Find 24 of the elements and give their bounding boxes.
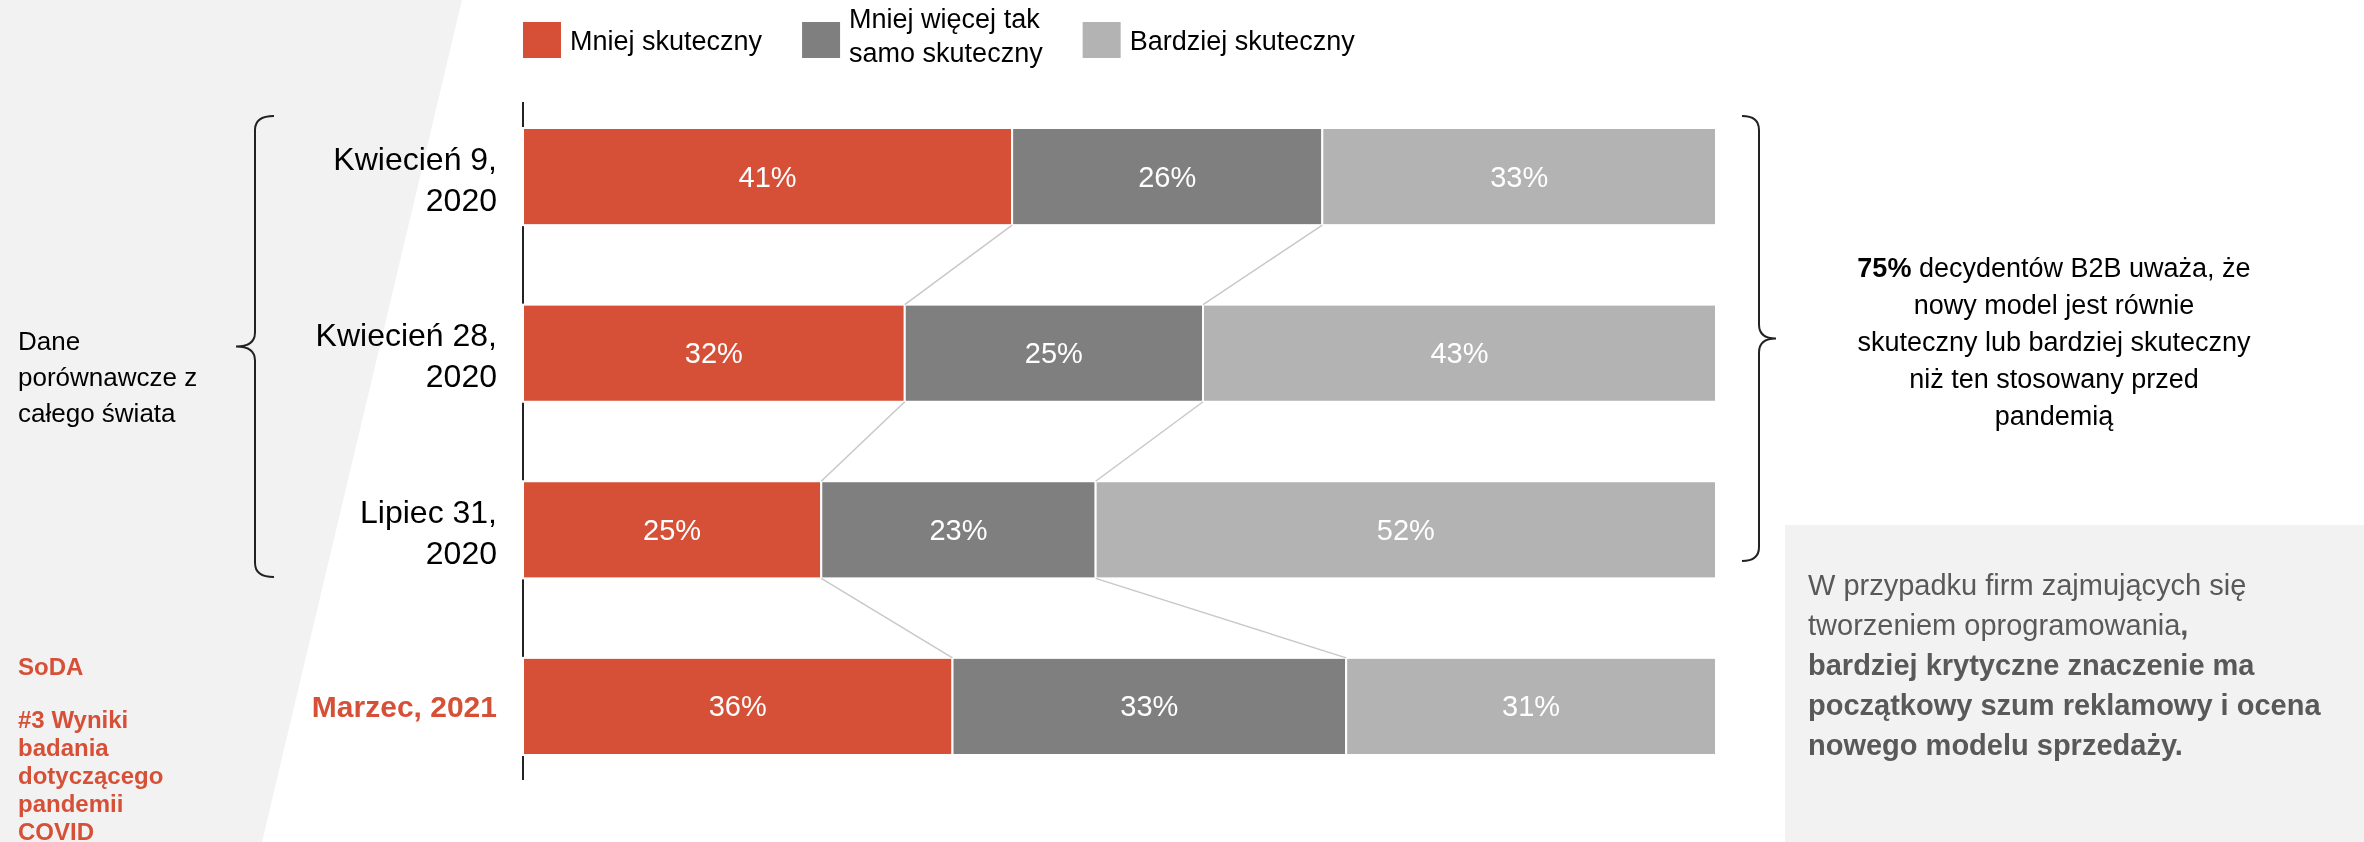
data-label: 43% [1430, 337, 1489, 370]
y-tick-label: Marzec, 2021 [311, 690, 497, 724]
text: W przypadku firm zajmujących się tworzeniem oprogramowania, bardziej krytyczne znaczenie ma początkowy szum reklamowy i ocena nowego modelu sprzedaży. [1808, 569, 2321, 761]
data-label: 33% [1490, 160, 1549, 193]
y-tick-label: Kwiecień 9, 2020 [333, 140, 497, 218]
data-label: 36% [708, 690, 767, 723]
data-label: 23% [929, 513, 988, 546]
text: #3 Wyniki badania dotyczącego pandemii COVID [18, 706, 164, 842]
legend-label: Bardziej skuteczny [1129, 26, 1356, 56]
text: Mniej więcej tak samo skuteczny [849, 4, 1043, 68]
data-label: 32% [684, 337, 743, 370]
text: SoDA [18, 653, 84, 680]
y-tick-label: Lipiec 31, 2020 [360, 493, 497, 571]
data-label: 26% [1138, 160, 1197, 193]
data-label: 52% [1376, 513, 1435, 546]
data-label: 25% [643, 513, 702, 546]
y-tick-label: Kwiecień 28, 2020 [315, 317, 497, 395]
data-label: 25% [1024, 337, 1083, 370]
data-label: 41% [738, 160, 797, 193]
text: Dane porównawcze z całego świata [18, 326, 198, 428]
legend-label: Mniej skuteczny [570, 26, 763, 56]
data-label: 33% [1120, 690, 1179, 723]
text: 75% decydentów B2B uważa, że nowy model jest równie skuteczny lub bardziej skuteczny niż ten stosowany przed pandemią [1857, 253, 2251, 431]
data-label: 31% [1502, 690, 1561, 723]
